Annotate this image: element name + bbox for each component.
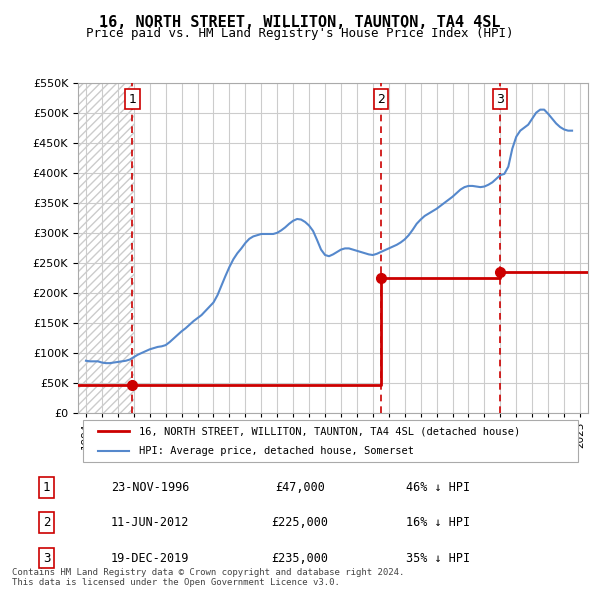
Text: Price paid vs. HM Land Registry's House Price Index (HPI): Price paid vs. HM Land Registry's House …: [86, 27, 514, 40]
Text: 2: 2: [377, 93, 385, 106]
Text: 16, NORTH STREET, WILLITON, TAUNTON, TA4 4SL (detached house): 16, NORTH STREET, WILLITON, TAUNTON, TA4…: [139, 427, 520, 436]
Text: 1: 1: [43, 481, 50, 494]
Bar: [78, 83, 134, 413]
Text: 46% ↓ HPI: 46% ↓ HPI: [406, 481, 470, 494]
Text: Contains HM Land Registry data © Crown copyright and database right 2024.
This d: Contains HM Land Registry data © Crown c…: [12, 568, 404, 587]
Text: 35% ↓ HPI: 35% ↓ HPI: [406, 552, 470, 565]
FancyBboxPatch shape: [83, 420, 578, 463]
Text: HPI: Average price, detached house, Somerset: HPI: Average price, detached house, Some…: [139, 446, 414, 455]
Text: £47,000: £47,000: [275, 481, 325, 494]
Text: 16, NORTH STREET, WILLITON, TAUNTON, TA4 4SL: 16, NORTH STREET, WILLITON, TAUNTON, TA4…: [99, 15, 501, 30]
Bar: [78, 83, 134, 413]
Text: 1: 1: [128, 93, 136, 106]
Text: £235,000: £235,000: [271, 552, 329, 565]
Text: 3: 3: [43, 552, 50, 565]
Text: 2: 2: [43, 516, 50, 529]
Text: 3: 3: [496, 93, 504, 106]
Text: 11-JUN-2012: 11-JUN-2012: [111, 516, 190, 529]
Text: 16% ↓ HPI: 16% ↓ HPI: [406, 516, 470, 529]
Text: 23-NOV-1996: 23-NOV-1996: [111, 481, 190, 494]
Text: £225,000: £225,000: [271, 516, 329, 529]
Text: 19-DEC-2019: 19-DEC-2019: [111, 552, 190, 565]
